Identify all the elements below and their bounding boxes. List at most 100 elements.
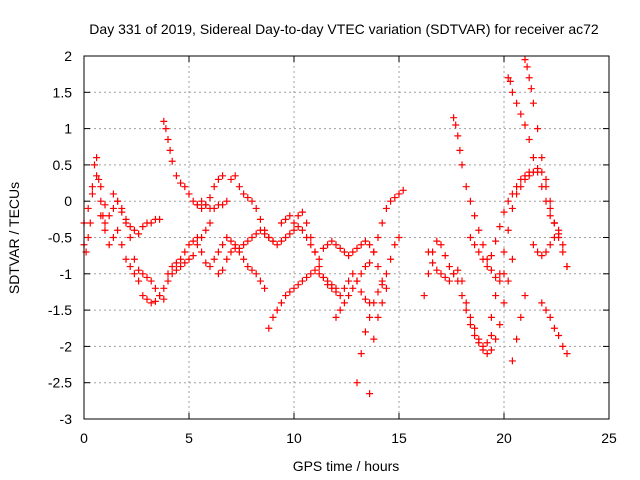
data-point — [147, 277, 155, 285]
data-point — [504, 74, 512, 82]
data-point — [357, 241, 365, 249]
data-point — [508, 357, 516, 365]
data-point — [466, 321, 474, 329]
data-point — [487, 313, 495, 321]
data-point — [181, 248, 189, 256]
data-point — [555, 332, 563, 340]
data-point — [542, 175, 550, 183]
data-point — [286, 288, 294, 296]
data-point — [529, 154, 537, 162]
data-point — [563, 263, 571, 271]
data-point — [290, 284, 298, 292]
data-point — [504, 197, 512, 205]
data-point — [130, 255, 138, 263]
data-point — [345, 277, 353, 285]
data-point — [517, 110, 525, 118]
data-point — [282, 292, 290, 300]
data-point — [437, 270, 445, 278]
data-point — [340, 299, 348, 307]
data-point — [559, 248, 567, 256]
data-point — [391, 241, 399, 249]
data-point — [504, 277, 512, 285]
data-point — [475, 248, 483, 256]
series-track-a — [80, 172, 164, 238]
data-point — [466, 197, 474, 205]
data-point — [521, 56, 529, 64]
data-point — [324, 281, 332, 289]
data-point — [353, 379, 361, 387]
data-point — [374, 234, 382, 241]
data-point — [177, 263, 185, 271]
data-point — [487, 252, 495, 260]
data-point — [357, 270, 365, 278]
series-track-x — [508, 292, 529, 365]
data-point — [307, 241, 315, 249]
data-point — [546, 241, 554, 249]
data-point — [374, 288, 382, 296]
data-point — [219, 201, 227, 209]
data-point — [433, 237, 441, 245]
data-point — [88, 190, 96, 198]
data-point — [504, 226, 512, 234]
series-track-k — [319, 237, 386, 285]
data-point — [361, 237, 369, 245]
data-point — [487, 332, 495, 340]
data-point — [307, 234, 315, 241]
data-point — [441, 252, 449, 260]
data-point — [294, 281, 302, 289]
data-point — [172, 266, 180, 274]
data-point — [525, 74, 533, 82]
data-point — [521, 175, 529, 183]
data-point — [340, 284, 348, 292]
data-point — [231, 172, 239, 180]
data-point — [496, 223, 504, 231]
data-point — [311, 266, 319, 274]
data-point — [546, 313, 554, 321]
data-point — [492, 292, 500, 300]
y-tick-label: 1.5 — [53, 84, 73, 100]
data-point — [265, 324, 273, 332]
data-point — [139, 223, 147, 231]
y-tick-label: 0.5 — [53, 157, 73, 173]
data-point — [206, 263, 214, 271]
data-point — [492, 273, 500, 281]
series-track-w — [538, 299, 571, 358]
data-point — [206, 194, 214, 202]
data-point — [162, 125, 170, 133]
series-track-q — [450, 114, 508, 285]
data-point — [349, 270, 357, 278]
data-point — [210, 183, 218, 191]
data-point — [286, 230, 294, 238]
data-point — [130, 270, 138, 278]
x-axis-label: GPS time / hours — [293, 458, 400, 474]
series-track-c — [97, 212, 214, 307]
data-point — [126, 223, 134, 231]
data-point — [151, 284, 159, 292]
data-point — [345, 252, 353, 260]
data-point — [357, 288, 365, 296]
data-point — [336, 292, 344, 300]
data-point — [294, 223, 302, 231]
data-point — [353, 277, 361, 285]
data-point — [471, 324, 479, 332]
data-point — [471, 241, 479, 249]
data-point — [324, 241, 332, 249]
data-point — [252, 204, 260, 212]
data-point — [198, 204, 206, 212]
data-point — [240, 241, 248, 249]
data-point — [265, 234, 273, 241]
y-tick-label: 2 — [64, 48, 72, 64]
data-point — [517, 313, 525, 321]
data-point — [164, 277, 172, 285]
data-point — [361, 328, 369, 336]
data-point — [282, 234, 290, 241]
data-point — [479, 241, 487, 249]
data-point — [185, 255, 193, 263]
data-point — [534, 125, 542, 133]
data-point — [420, 292, 428, 300]
data-point — [91, 161, 98, 169]
data-point — [462, 183, 470, 191]
data-point — [277, 237, 285, 245]
data-point — [168, 157, 176, 165]
data-point — [546, 204, 554, 212]
